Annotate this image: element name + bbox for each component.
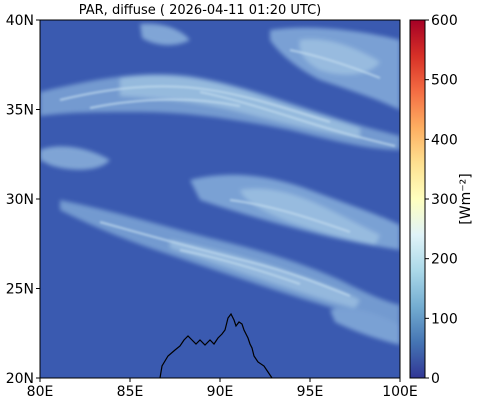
colorbar-tick-label: 600 [431,13,458,29]
lon-tick-label: 100E [382,384,418,400]
longitude-axis: 80E 85E 90E 95E 100E [27,378,418,400]
lat-tick-label: 25N [6,282,34,298]
colorbar-tick-label: 200 [431,252,458,268]
lat-tick-label: 40N [6,13,34,29]
lon-tick-label: 95E [297,384,324,400]
colorbar-tick-label: 100 [431,311,458,327]
cloud-streaks [59,49,396,297]
lon-tick-label: 85E [117,384,144,400]
colorbar [409,19,426,379]
colorbar-tick-label: 500 [431,73,458,89]
colorbar-axis: 600 500 400 300 200 100 0 [425,13,458,387]
colorbar-tick-label: 400 [431,132,458,148]
lat-tick-label: 30N [6,192,34,208]
lat-tick-label: 35N [6,103,34,119]
colorbar-tick-label: 0 [431,371,440,387]
map-panel [40,20,400,378]
lon-tick-label: 90E [207,384,234,400]
coastline [159,312,273,378]
lat-tick-label: 20N [6,371,34,387]
latitude-axis: 40N 35N 30N 25N 20N [6,13,40,387]
colorbar-label: [Wm⁻²] [458,173,474,224]
map-title: PAR, diffuse ( 2026-04-11 01:20 UTC) [79,3,322,18]
lon-tick-label: 80E [27,384,54,400]
colorbar-tick-label: 300 [431,192,458,208]
